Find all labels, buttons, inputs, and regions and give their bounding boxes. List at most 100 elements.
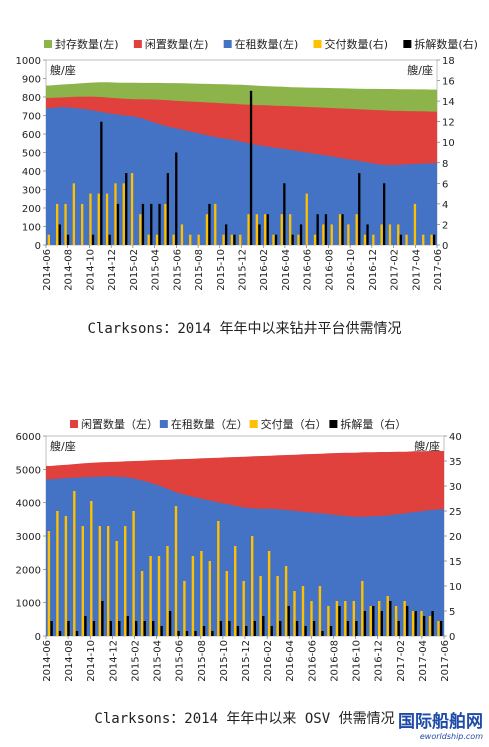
- c1-bar-demolition-26: [266, 214, 269, 245]
- c2-bar-delivery-15: [174, 506, 178, 636]
- c1-xtick-1: 2014-08: [64, 249, 75, 291]
- c2-bar-delivery-39: [378, 601, 381, 636]
- c1-bar-delivery-37: [355, 214, 358, 245]
- c2-xtick-6: 2015-06: [175, 640, 186, 682]
- c1-bar-demolition-38: [366, 224, 369, 245]
- c2-bar-delivery-27: [276, 576, 279, 636]
- c1-ytick-left-6: 600: [22, 130, 41, 141]
- c2-ytick-left-0: 0: [35, 632, 41, 643]
- c2-bar-delivery-40: [386, 596, 389, 636]
- c1-bar-demolition-24: [249, 90, 253, 245]
- c2-xtick-13: 2016-08: [329, 640, 340, 682]
- c2-bar-demolition-32: [321, 631, 324, 636]
- c1-ytick-left-7: 700: [22, 112, 41, 123]
- c2-bar-demolition-10: [135, 621, 138, 636]
- c1-bar-demolition-15: [175, 152, 178, 245]
- c2-bar-delivery-24: [251, 536, 254, 636]
- c2-legend-label-1: 在租数量（左）: [171, 418, 248, 431]
- c2-ytick-left-5: 5000: [16, 465, 41, 476]
- c1-bar-delivery-1: [56, 203, 59, 245]
- c2-legend-label-3: 拆解量（右）: [340, 417, 406, 431]
- c2-bar-demolition-30: [304, 626, 307, 636]
- c2-bar-delivery-8: [115, 541, 118, 636]
- c2-bar-demolition-23: [245, 626, 248, 636]
- c1-bar-delivery-7: [105, 193, 109, 245]
- c2-bar-delivery-45: [428, 616, 432, 636]
- c2-bar-demolition-6: [101, 601, 104, 636]
- c2-bar-demolition-42: [406, 606, 409, 636]
- c2-bar-demolition-14: [168, 611, 172, 636]
- c2-bar-demolition-0: [50, 621, 53, 636]
- c2-bar-delivery-31: [310, 601, 313, 636]
- c1-ytick-right-6: 12: [442, 118, 455, 129]
- c2-ytick-right-2: 10: [449, 582, 462, 593]
- c2-bar-demolition-15: [177, 631, 180, 636]
- c2-bar-delivery-34: [335, 601, 339, 636]
- c2-bar-delivery-38: [369, 606, 372, 636]
- c2-bar-demolition-9: [126, 616, 129, 636]
- c2-bar-delivery-12: [149, 556, 152, 636]
- c2-bar-delivery-7: [107, 526, 110, 636]
- c2-ytick-right-4: 20: [449, 532, 462, 543]
- c1-bar-demolition-29: [291, 234, 294, 245]
- c1-bar-demolition-42: [399, 234, 402, 245]
- c1-bar-delivery-41: [388, 224, 392, 245]
- c2-bar-delivery-32: [318, 586, 322, 636]
- c2-xtick-8: 2015-10: [219, 640, 230, 682]
- c2-ytick-left-6: 6000: [16, 432, 41, 443]
- c1-ytick-right-1: 2: [442, 220, 448, 231]
- c1-xtick-13: 2016-08: [324, 249, 335, 291]
- c1-bar-delivery-21: [222, 234, 225, 245]
- c1-bar-delivery-19: [205, 214, 209, 245]
- c1-bar-delivery-30: [297, 234, 300, 245]
- c2-xtick-16: 2017-02: [396, 640, 407, 682]
- chart2-caption: Clarksons：2014 年年中以来 OSV 供需情况: [94, 711, 395, 727]
- c1-bar-delivery-27: [272, 234, 275, 245]
- c1-legend-swatch-2: [223, 40, 232, 48]
- c2-bar-delivery-5: [90, 501, 93, 636]
- c1-bar-delivery-9: [122, 183, 125, 245]
- c1-bar-delivery-38: [363, 234, 367, 245]
- c2-bar-delivery-17: [191, 556, 195, 636]
- c2-bar-demolition-3: [75, 631, 79, 636]
- c1-bar-demolition-11: [141, 203, 145, 245]
- c1-right-unit: 艘/座: [407, 63, 433, 77]
- c2-bar-delivery-35: [344, 601, 347, 636]
- c2-ytick-left-2: 2000: [16, 565, 41, 576]
- c1-bar-demolition-7: [108, 234, 111, 245]
- c1-bar-delivery-22: [230, 234, 233, 245]
- c2-bar-demolition-2: [67, 621, 70, 636]
- c1-bar-delivery-44: [413, 203, 417, 245]
- c2-bar-delivery-14: [166, 546, 169, 636]
- watermark-cn: 国际船舶网: [398, 712, 483, 732]
- c2-xtick-5: 2015-04: [153, 640, 164, 682]
- c1-bar-demolition-21: [225, 224, 228, 245]
- c2-bar-delivery-13: [157, 556, 161, 636]
- c2-bar-demolition-11: [143, 621, 146, 636]
- c2-bar-delivery-44: [420, 611, 423, 636]
- c1-bar-delivery-17: [189, 234, 192, 245]
- c2-bar-delivery-36: [352, 601, 355, 636]
- c2-bar-demolition-41: [397, 621, 400, 636]
- c2-area-0: [46, 476, 444, 636]
- c1-bar-delivery-8: [114, 183, 117, 245]
- c2-bar-delivery-28: [284, 566, 288, 636]
- c1-legend-label-0: 封存数量(左): [55, 37, 119, 51]
- c2-xtick-11: 2016-04: [285, 640, 296, 682]
- c2-bar-demolition-22: [236, 626, 240, 636]
- c1-xtick-3: 2014-12: [107, 249, 118, 291]
- c1-xtick-15: 2016-12: [368, 249, 379, 291]
- c2-xtick-4: 2015-02: [130, 640, 141, 682]
- watermark-logo: 国际船舶网 eworldship.com: [398, 707, 483, 741]
- c2-ytick-left-1: 1000: [16, 599, 41, 610]
- c2-bar-demolition-24: [253, 621, 256, 636]
- c1-bar-delivery-45: [422, 234, 425, 245]
- c1-xtick-12: 2016-06: [303, 249, 314, 291]
- osv-supply-demand-chart: 0 1000 2000 3000 4000 5000 6000 0 5 10 15 20 25 30 35 4…: [16, 417, 462, 682]
- c1-ytick-left-10: 1000: [16, 56, 41, 67]
- c2-bar-delivery-20: [217, 521, 220, 636]
- c1-bar-demolition-5: [91, 234, 95, 245]
- c1-legend-label-4: 拆解数量(右): [414, 37, 478, 51]
- c1-bar-delivery-32: [313, 234, 317, 245]
- c2-bar-demolition-45: [431, 611, 434, 636]
